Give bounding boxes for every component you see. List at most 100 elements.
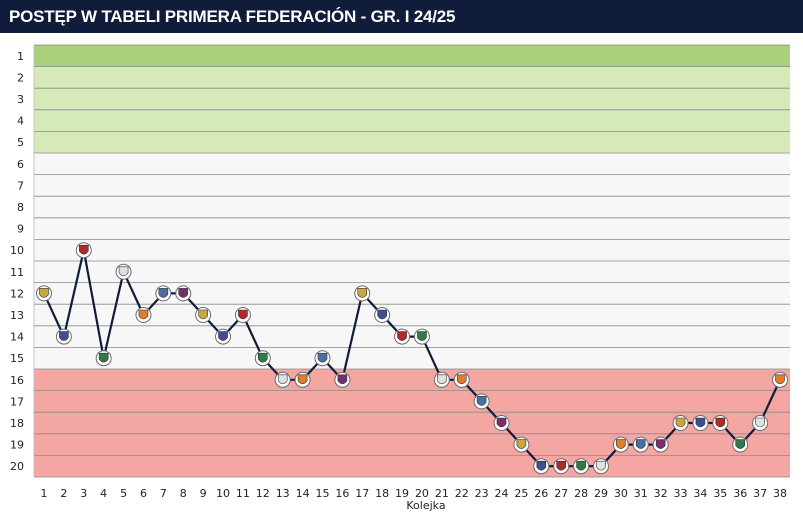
series-position xyxy=(36,242,788,475)
x-tick-label-21: 21 xyxy=(435,487,449,500)
club-crest-icon-18 xyxy=(377,309,387,320)
x-tick-label-13: 13 xyxy=(276,487,290,500)
y-tick-label-13: 13 xyxy=(10,309,24,322)
x-tick-label-23: 23 xyxy=(475,487,489,500)
club-crest-icon-33 xyxy=(675,417,686,428)
x-tick-label-8: 8 xyxy=(180,487,187,500)
x-axis-ticks: 1 2 3 4 5 6 7 8 9 10 11 12 13 14 15 16 17 18 19 20 21 22 23 24 2… xyxy=(41,487,788,500)
club-crest-icon-5 xyxy=(118,266,129,277)
x-tick-label-10: 10 xyxy=(216,487,230,500)
x-tick-label-25: 25 xyxy=(514,487,528,500)
club-crest-icon-7 xyxy=(158,288,169,298)
y-tick-label-2: 2 xyxy=(17,71,24,84)
club-crest-icon-20 xyxy=(417,331,427,341)
y-tick-label-5: 5 xyxy=(17,136,24,149)
y-tick-label-6: 6 xyxy=(17,158,24,171)
x-tick-label-30: 30 xyxy=(614,487,628,500)
x-tick-label-24: 24 xyxy=(495,487,509,500)
club-crest-icon-1 xyxy=(39,288,49,298)
y-tick-label-18: 18 xyxy=(10,417,24,430)
club-crest-icon-29 xyxy=(596,460,606,471)
x-tick-label-18: 18 xyxy=(375,487,389,500)
y-tick-label-11: 11 xyxy=(10,266,24,279)
club-crest-icon-34 xyxy=(695,417,706,428)
x-tick-label-12: 12 xyxy=(256,487,270,500)
club-crest-icon-16 xyxy=(337,374,348,385)
club-crest-icon-10 xyxy=(218,331,228,341)
x-tick-label-6: 6 xyxy=(140,487,147,500)
club-crest-icon-25 xyxy=(516,439,527,449)
x-tick-label-31: 31 xyxy=(634,487,648,500)
x-tick-label-29: 29 xyxy=(594,487,608,500)
club-crest-icon-28 xyxy=(576,460,586,471)
club-crest-icon-15 xyxy=(317,352,328,363)
club-crest-icon-38 xyxy=(775,374,785,385)
x-tick-label-9: 9 xyxy=(200,487,207,500)
club-crest-icon-37 xyxy=(755,417,765,428)
club-crest-icon-23 xyxy=(476,396,487,406)
x-tick-label-14: 14 xyxy=(296,487,310,500)
x-tick-label-2: 2 xyxy=(60,487,67,500)
x-tick-label-36: 36 xyxy=(733,487,747,500)
x-tick-label-16: 16 xyxy=(335,487,349,500)
x-tick-label-1: 1 xyxy=(41,487,48,500)
x-tick-label-19: 19 xyxy=(395,487,409,500)
club-crest-icon-14 xyxy=(297,374,308,385)
x-tick-label-3: 3 xyxy=(80,487,87,500)
club-crest-icon-27 xyxy=(556,460,566,471)
x-tick-label-17: 17 xyxy=(355,487,369,500)
x-tick-label-15: 15 xyxy=(315,487,329,500)
club-crest-icon-24 xyxy=(496,417,507,428)
x-tick-label-34: 34 xyxy=(693,487,707,500)
club-crest-icon-12 xyxy=(258,352,268,363)
x-axis-label: Kolejka xyxy=(406,499,445,512)
zone-band-1 xyxy=(34,45,790,67)
club-crest-icon-13 xyxy=(277,374,288,385)
x-tick-label-28: 28 xyxy=(574,487,588,500)
club-crest-icon-31 xyxy=(635,439,646,449)
x-tick-label-22: 22 xyxy=(455,487,469,500)
club-crest-icon-22 xyxy=(456,374,467,385)
x-tick-label-4: 4 xyxy=(100,487,107,500)
club-crest-icon-17 xyxy=(357,288,368,298)
y-tick-label-17: 17 xyxy=(10,395,24,408)
club-crest-icon-2 xyxy=(59,331,69,341)
zone-band-4 xyxy=(34,369,790,477)
club-crest-icon-32 xyxy=(655,439,666,449)
x-tick-label-26: 26 xyxy=(534,487,548,500)
x-tick-label-20: 20 xyxy=(415,487,429,500)
y-tick-label-9: 9 xyxy=(17,223,24,236)
y-tick-label-14: 14 xyxy=(10,331,24,344)
club-crest-icon-11 xyxy=(238,309,248,320)
x-tick-label-7: 7 xyxy=(160,487,167,500)
club-crest-icon-6 xyxy=(138,309,149,320)
y-tick-label-12: 12 xyxy=(10,287,24,300)
club-crest-icon-36 xyxy=(735,439,746,449)
x-tick-label-37: 37 xyxy=(753,487,767,500)
y-tick-label-15: 15 xyxy=(10,352,24,365)
y-tick-label-16: 16 xyxy=(10,374,24,387)
x-tick-label-5: 5 xyxy=(120,487,127,500)
y-tick-label-7: 7 xyxy=(17,179,24,192)
chart-header: POSTĘP W TABELI PRIMERA FEDERACIÓN - GR.… xyxy=(0,0,803,33)
x-tick-label-11: 11 xyxy=(236,487,250,500)
club-crest-icon-30 xyxy=(616,439,626,449)
y-tick-label-3: 3 xyxy=(17,93,24,106)
club-crest-icon-35 xyxy=(715,417,726,428)
x-tick-label-38: 38 xyxy=(773,487,787,500)
club-crest-icon-21 xyxy=(437,374,447,385)
x-tick-label-33: 33 xyxy=(674,487,688,500)
club-crest-icon-3 xyxy=(78,244,89,255)
y-tick-label-8: 8 xyxy=(17,201,24,214)
y-tick-label-19: 19 xyxy=(10,439,24,452)
club-crest-icon-9 xyxy=(198,309,208,320)
gridlines xyxy=(33,44,790,478)
x-tick-label-35: 35 xyxy=(713,487,727,500)
club-crest-icon-26 xyxy=(536,460,547,471)
club-crest-icon-4 xyxy=(98,352,109,363)
y-tick-label-4: 4 xyxy=(17,115,24,128)
y-tick-label-20: 20 xyxy=(10,460,24,473)
x-tick-label-27: 27 xyxy=(554,487,568,500)
